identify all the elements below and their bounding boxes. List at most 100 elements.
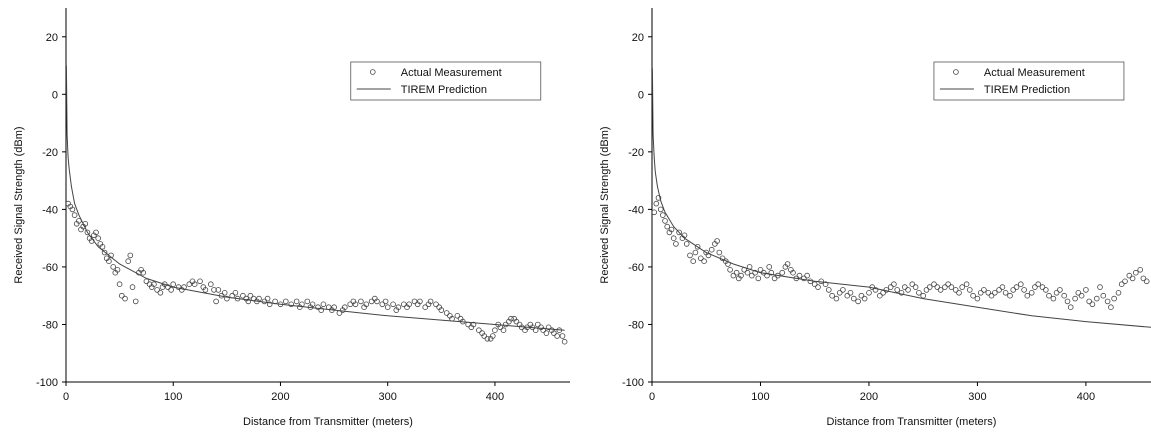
measurement-point — [668, 226, 675, 233]
measurement-point — [215, 287, 222, 293]
x-axis-label: Distance from Transmitter (meters) — [243, 416, 413, 428]
measurement-point — [869, 284, 876, 290]
measurement-point — [887, 284, 894, 290]
measurement-point — [422, 304, 429, 311]
x-tick-label: 200 — [271, 391, 289, 403]
measurement-point — [374, 298, 380, 305]
measurement-point — [304, 298, 311, 305]
measurement-point — [694, 244, 701, 250]
measurement-point — [1122, 278, 1128, 285]
measurement-point — [1053, 289, 1060, 296]
measurement-point — [551, 330, 557, 336]
measurement-point — [88, 238, 95, 244]
measurement-point — [1010, 287, 1017, 293]
measurement-point — [256, 295, 262, 302]
measurement-point — [1078, 292, 1085, 299]
measurement-point — [790, 269, 796, 276]
measurement-point — [683, 241, 690, 247]
measurement-point — [664, 223, 670, 230]
measurement-point — [738, 272, 744, 279]
measurement-point — [331, 304, 337, 311]
measurement-point — [125, 258, 131, 265]
measurement-point — [108, 252, 114, 259]
measurement-point — [309, 301, 316, 308]
measurement-point — [114, 266, 121, 273]
y-axis-label: Received Signal Strength (dBm) — [599, 126, 611, 283]
measurement-point — [454, 312, 461, 319]
measurement-point — [733, 269, 740, 276]
measurement-point — [883, 287, 890, 293]
measurement-point — [746, 264, 753, 270]
measurement-point — [1072, 295, 1078, 302]
measurement-point — [847, 289, 854, 296]
measurement-point — [764, 272, 770, 279]
measurement-point — [681, 232, 688, 239]
y-tick-label: 20 — [46, 32, 58, 44]
measurement-point — [143, 278, 150, 285]
measurement-point — [211, 287, 217, 293]
measurement-point — [1050, 295, 1057, 302]
measurement-point — [500, 327, 507, 334]
measurement-point — [905, 287, 911, 293]
measurement-point — [1021, 287, 1027, 293]
measurement-point — [861, 295, 868, 302]
measurement-point — [101, 249, 108, 256]
measurement-point — [796, 272, 803, 279]
y-tick-label: -60 — [628, 262, 644, 274]
measurement-point — [282, 298, 289, 305]
measurement-point — [945, 281, 951, 288]
measurement-point — [157, 289, 164, 296]
measurement-point — [358, 298, 364, 305]
measurement-point — [942, 284, 948, 290]
measurement-point — [175, 284, 182, 290]
measurement-point — [937, 287, 944, 293]
measurement-point — [771, 275, 778, 282]
measurement-point — [197, 278, 203, 285]
measurement-point — [909, 281, 916, 288]
measurement-point — [433, 301, 439, 308]
measurement-point — [818, 278, 825, 285]
measurement-point — [876, 292, 883, 299]
measurement-point — [858, 292, 865, 299]
measurement-point — [165, 284, 171, 290]
measurement-point — [427, 298, 434, 305]
legend-label-prediction: TIREM Prediction — [401, 84, 487, 96]
measurement-point — [336, 310, 343, 316]
plot-area — [66, 65, 568, 345]
measurement-point — [1002, 289, 1009, 296]
y-axis-label: Received Signal Strength (dBm) — [13, 126, 25, 283]
measurement-point — [69, 206, 76, 213]
y-tick-label: -20 — [42, 147, 58, 159]
measurement-point — [363, 301, 370, 308]
measurement-point — [299, 301, 305, 308]
measurement-point — [716, 249, 723, 256]
measurement-point — [996, 287, 1002, 293]
measurement-point — [561, 338, 568, 345]
measurement-point — [662, 218, 668, 224]
measurement-point — [920, 292, 927, 299]
measurement-point — [708, 246, 715, 253]
measurement-point — [170, 281, 177, 288]
measurement-point — [1064, 298, 1071, 305]
measurement-point — [529, 324, 536, 331]
x-tick-label: 300 — [968, 391, 986, 403]
measurement-point — [559, 333, 566, 339]
legend: Actual Measurement TIREM Prediction — [350, 61, 542, 101]
measurement-point — [687, 252, 693, 259]
measurement-point — [99, 244, 106, 250]
measurement-point — [1067, 304, 1074, 311]
x-tick-label: 400 — [486, 391, 504, 403]
measurement-point — [652, 209, 657, 216]
measurement-point — [492, 327, 498, 334]
measurement-point — [540, 327, 546, 334]
measurement-point — [1039, 284, 1046, 290]
measurement-point — [855, 298, 861, 305]
measurement-point — [534, 321, 541, 328]
legend-label-measurement: Actual Measurement — [401, 67, 502, 79]
y-tick-label: 20 — [632, 32, 644, 44]
x-tick-label: 0 — [63, 391, 69, 403]
measurement-point — [71, 212, 78, 218]
x-tick-label: 100 — [164, 391, 182, 403]
measurement-point — [318, 307, 325, 313]
measurement-point — [382, 298, 389, 305]
